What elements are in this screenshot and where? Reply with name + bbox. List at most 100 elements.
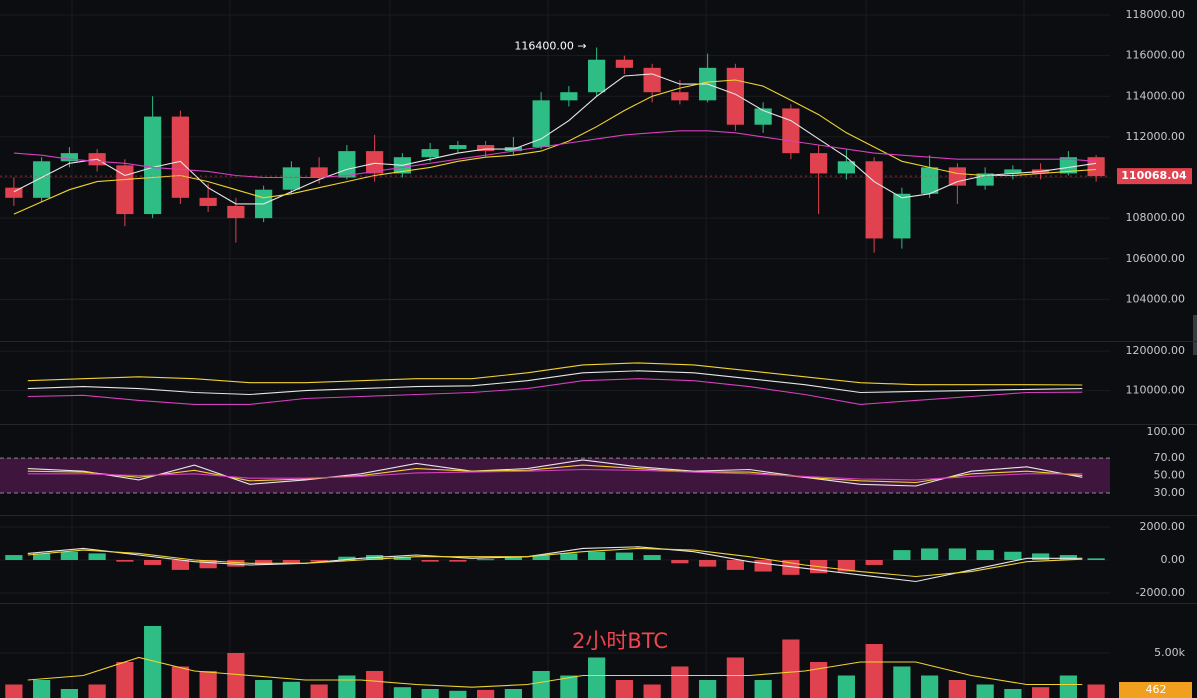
bar bbox=[782, 639, 800, 698]
bar bbox=[921, 675, 939, 698]
bar bbox=[976, 550, 994, 560]
last-price-label: 110068.04 bbox=[1121, 169, 1187, 182]
candle-body bbox=[5, 187, 23, 198]
bar bbox=[615, 679, 633, 698]
indicator-line bbox=[27, 547, 1083, 578]
y-tick-label: 0.00 bbox=[1161, 553, 1186, 566]
bar bbox=[671, 560, 689, 564]
y-tick-label: 116000.00 bbox=[1126, 49, 1186, 62]
panel bbox=[0, 625, 1110, 698]
bar bbox=[310, 684, 328, 698]
candle-body bbox=[421, 149, 439, 158]
bar bbox=[1004, 688, 1022, 698]
y-tick-label: 120000.00 bbox=[1126, 344, 1186, 357]
bar bbox=[1087, 558, 1105, 560]
last-price-box bbox=[1117, 168, 1192, 185]
indicator-line bbox=[13, 130, 1097, 179]
indicator-line bbox=[27, 546, 1083, 583]
bar bbox=[449, 690, 467, 698]
bar bbox=[532, 670, 550, 698]
bar bbox=[366, 670, 384, 698]
bar bbox=[588, 657, 606, 698]
candle-body bbox=[449, 145, 467, 150]
indicator-line bbox=[27, 468, 1083, 481]
bar bbox=[33, 679, 51, 698]
candle-body bbox=[643, 67, 661, 93]
scroll-handle[interactable] bbox=[1193, 315, 1197, 355]
candle-body bbox=[1004, 169, 1022, 174]
panel bbox=[0, 14, 1110, 300]
candle-body bbox=[199, 197, 217, 206]
bar bbox=[144, 625, 162, 698]
candle-body bbox=[33, 161, 51, 198]
bar bbox=[255, 679, 273, 698]
bar bbox=[282, 560, 300, 564]
y-tick-label: 5.00k bbox=[1154, 646, 1185, 659]
panel bbox=[0, 457, 1110, 494]
bar bbox=[671, 666, 689, 698]
bar bbox=[116, 661, 134, 698]
bar bbox=[643, 684, 661, 698]
bar bbox=[1087, 684, 1105, 698]
bar bbox=[504, 556, 522, 560]
y-tick-label: 110000.00 bbox=[1126, 384, 1186, 397]
bar bbox=[837, 560, 855, 572]
bar bbox=[837, 675, 855, 698]
bar bbox=[199, 670, 217, 698]
candle-body bbox=[837, 161, 855, 174]
bar bbox=[199, 560, 217, 569]
candle-body bbox=[227, 205, 245, 219]
bar bbox=[726, 560, 744, 570]
bar bbox=[116, 560, 134, 562]
bar bbox=[588, 551, 606, 560]
bar bbox=[144, 560, 162, 565]
bar bbox=[88, 684, 106, 698]
bar bbox=[393, 556, 411, 560]
last-volume-box bbox=[1119, 682, 1192, 698]
bar bbox=[615, 552, 633, 560]
bar bbox=[532, 555, 550, 560]
bar bbox=[310, 560, 328, 562]
bar bbox=[560, 675, 578, 698]
candle-body bbox=[1087, 157, 1105, 177]
bar bbox=[893, 666, 911, 698]
candle-body bbox=[588, 59, 606, 93]
bar bbox=[893, 550, 911, 560]
bar bbox=[227, 560, 245, 567]
y-tick-label: 2000.00 bbox=[1140, 520, 1186, 533]
rsi-band bbox=[0, 458, 1110, 493]
candle-body bbox=[782, 108, 800, 154]
bar bbox=[699, 560, 717, 567]
y-tick-label: 118000.00 bbox=[1126, 8, 1186, 21]
indicator-line bbox=[27, 378, 1083, 405]
candle-body bbox=[671, 92, 689, 101]
indicator-line bbox=[27, 656, 1083, 688]
y-tick-label: 30.00 bbox=[1154, 486, 1186, 499]
bar bbox=[1059, 555, 1077, 560]
bar bbox=[393, 687, 411, 698]
y-tick-label: 70.00 bbox=[1154, 451, 1186, 464]
bar bbox=[338, 675, 356, 698]
bar bbox=[88, 553, 106, 560]
bar bbox=[1059, 675, 1077, 698]
candle-body bbox=[116, 165, 134, 215]
bar bbox=[171, 666, 189, 698]
panel bbox=[0, 350, 1110, 405]
bar bbox=[754, 560, 772, 572]
bar bbox=[421, 560, 439, 562]
candle-body bbox=[921, 167, 939, 194]
bar bbox=[449, 560, 467, 562]
bar bbox=[504, 688, 522, 698]
panel bbox=[0, 526, 1110, 594]
candle-body bbox=[865, 161, 883, 239]
bar bbox=[699, 679, 717, 698]
bar bbox=[477, 559, 495, 561]
bar bbox=[1004, 551, 1022, 560]
bar bbox=[726, 657, 744, 698]
watermark: 2小时BTC bbox=[572, 629, 668, 653]
bar bbox=[171, 560, 189, 570]
candle-body bbox=[144, 116, 162, 215]
indicator-line bbox=[27, 464, 1083, 484]
y-tick-label: 108000.00 bbox=[1126, 211, 1186, 224]
y-tick-label: 50.00 bbox=[1154, 469, 1186, 482]
